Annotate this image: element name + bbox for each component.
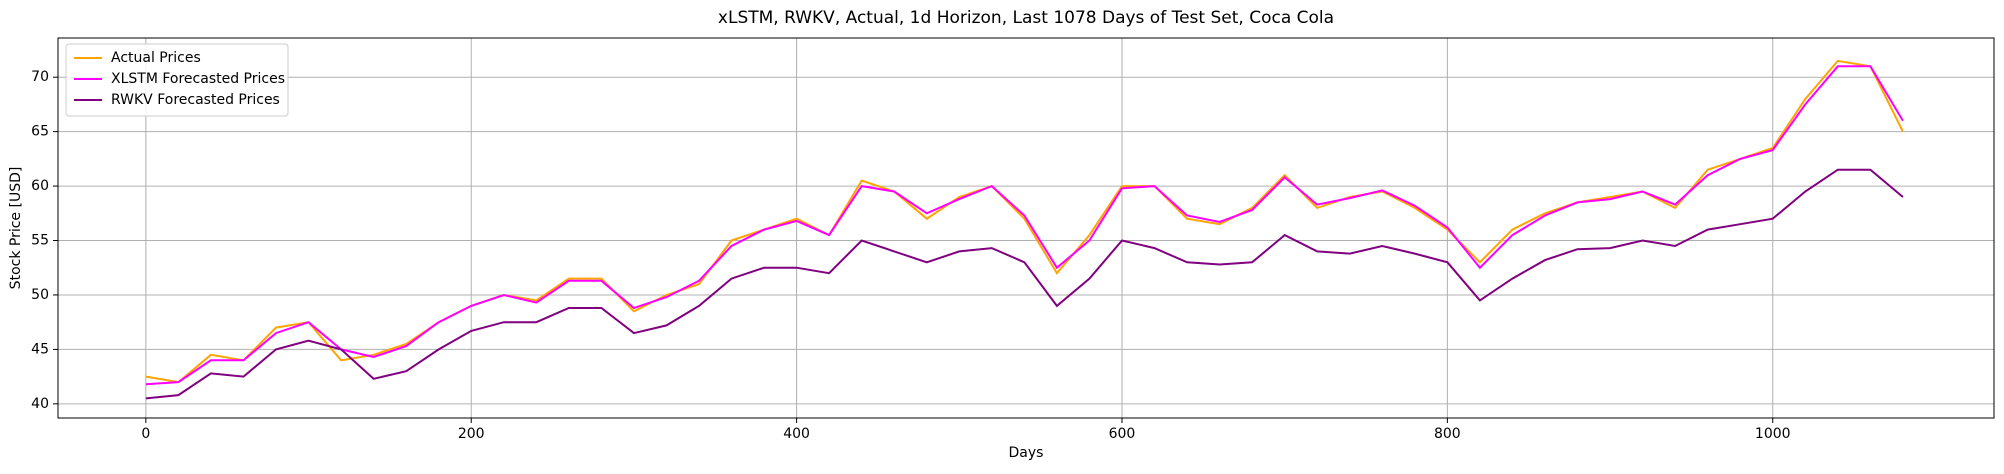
- y-tick-label: 65: [31, 124, 49, 140]
- series-line: [145, 59, 1904, 384]
- y-tick-label: 40: [31, 396, 49, 412]
- y-axis-label: Stock Price [USD]: [8, 167, 24, 290]
- y-tick-label: 50: [31, 287, 49, 303]
- y-tick-label: 45: [31, 341, 49, 357]
- legend-label: XLSTM Forecasted Prices: [111, 71, 285, 87]
- y-tick-label: 60: [31, 178, 49, 194]
- chart-title: xLSTM, RWKV, Actual, 1d Horizon, Last 10…: [718, 8, 1334, 28]
- x-tick-label: 0: [141, 426, 150, 442]
- series-line: [145, 65, 1904, 386]
- x-tick-label: 400: [783, 426, 810, 442]
- x-tick-label: 200: [458, 426, 485, 442]
- legend-label: Actual Prices: [111, 50, 201, 66]
- x-tick-label: 600: [1109, 426, 1136, 442]
- series-line: [145, 168, 1904, 400]
- y-tick-label: 70: [31, 69, 49, 85]
- x-axis-label: Days: [1009, 445, 1044, 461]
- y-tick-label: 55: [31, 233, 49, 249]
- plot-frame: [57, 37, 1995, 419]
- x-tick-label: 1000: [1755, 426, 1791, 442]
- legend-box: [65, 43, 289, 117]
- x-tick-label: 800: [1434, 426, 1461, 442]
- legend-label: RWKV Forecasted Prices: [111, 92, 280, 108]
